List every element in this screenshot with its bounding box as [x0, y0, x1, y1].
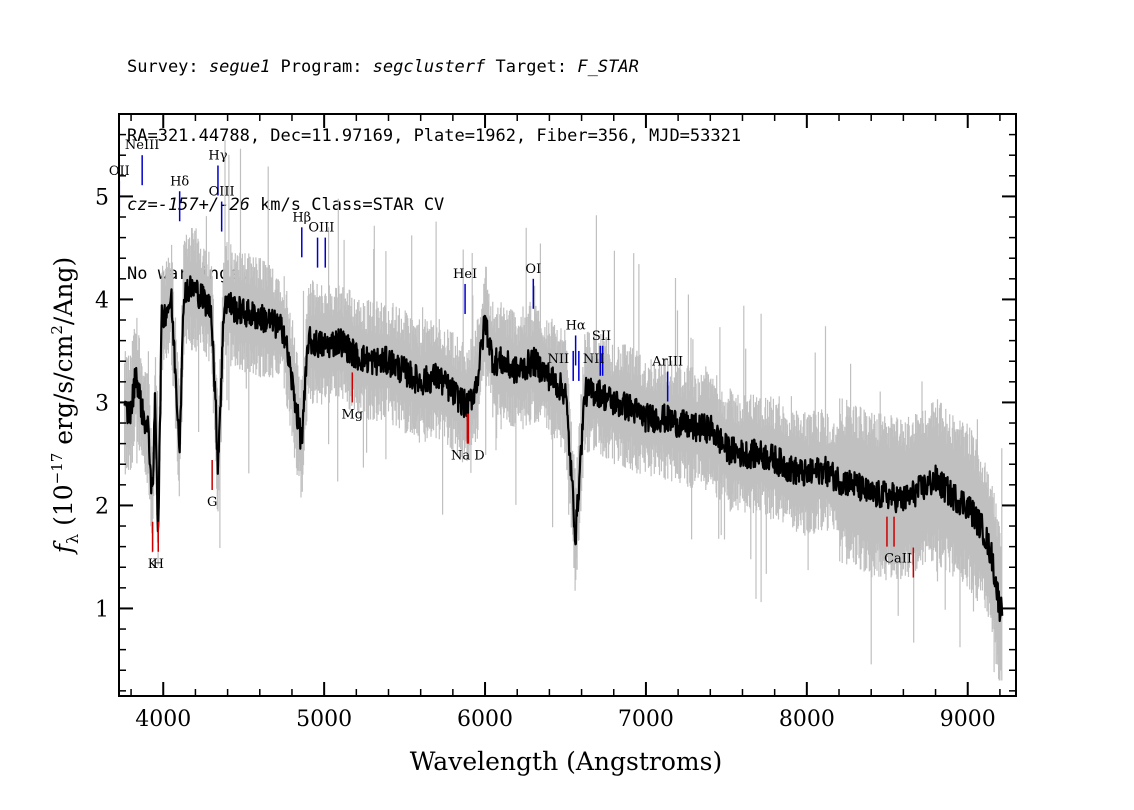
class-text: km/s Class=STAR CV — [249, 195, 445, 215]
y-tick-label: 3 — [95, 391, 109, 416]
spectral-line-label: Mg — [341, 407, 363, 422]
y-tick-label: 1 — [95, 597, 109, 622]
flux-error-band — [124, 139, 1003, 681]
y-tick-label: 2 — [95, 494, 109, 519]
spectral-line-label: NII — [548, 352, 570, 367]
cz-value: cz=-157+/-26 — [127, 195, 250, 215]
x-tick-label: 5000 — [296, 707, 352, 732]
spectral-line-label: Hβ — [292, 210, 311, 225]
spectral-line-label: G — [207, 495, 217, 510]
y-axis-label-exp1: −17 — [48, 453, 66, 485]
spectral-line-label: Hα — [566, 318, 586, 333]
survey-label: Survey: — [127, 57, 209, 77]
x-tick-label: 6000 — [457, 707, 513, 732]
spectrum-header: Survey: segue1 Program: segclusterf Targ… — [127, 10, 741, 309]
spectral-line-label: OI — [525, 262, 541, 277]
header-line-survey: Survey: segue1 Program: segclusterf Targ… — [127, 56, 741, 79]
axes-layer: 4000 5000 6000 7000 8000 9000 1 2 3 4 5 — [95, 113, 1017, 732]
spectral-line-label: CaII — [884, 552, 912, 567]
spectral-line-label: HeI — [453, 267, 477, 282]
spectral-line-label: Na D — [451, 449, 485, 464]
y-axis-label: fλ (10−17 erg/s/cm2/Ang) — [48, 257, 82, 556]
survey-value: segue1 — [208, 57, 271, 77]
x-tick-label: 9000 — [940, 707, 996, 732]
program-value: segclusterf — [372, 57, 486, 77]
spectral-line-label: OIII — [209, 185, 235, 200]
y-axis-label-exp2: 2 — [48, 325, 66, 335]
header-line-coordinates: RA=321.44788, Dec=11.97169, Plate=1962, … — [127, 126, 742, 146]
spectral-line-label: Hγ — [208, 149, 227, 164]
y-axis-label-mid: erg/s/cm — [49, 334, 78, 452]
y-axis-label-pre: (10 — [49, 484, 78, 534]
spectral-line-label: NII — [583, 352, 605, 367]
spectral-line-label: K — [148, 557, 158, 572]
x-tick-label: 8000 — [779, 707, 835, 732]
program-label: Program: — [270, 57, 373, 77]
y-tick-label: 5 — [95, 185, 109, 210]
y-tick-label: 4 — [95, 288, 109, 313]
plot-frame — [118, 113, 1017, 697]
spectral-line-label: ArIII — [651, 355, 683, 370]
y-axis-label-sub: λ — [63, 534, 82, 544]
header-line-redshift: cz=-157+/-26 km/s Class=STAR CV — [127, 194, 741, 217]
y-axis-label-post: /Ang) — [49, 257, 78, 325]
error-band-layer — [124, 139, 1003, 681]
target-value: F_STAR — [577, 57, 639, 77]
spectral-line-label: Hδ — [170, 174, 189, 189]
y-axis-label-f: f — [49, 540, 78, 555]
x-axis-label: Wavelength (Angstroms) — [410, 747, 722, 776]
spectral-line-label: NeIII — [125, 138, 159, 153]
spectral-line-label: H — [153, 557, 164, 572]
flux-series-line — [123, 275, 1004, 623]
flux-layer — [123, 275, 1004, 623]
spectral-line-label: SII — [592, 329, 611, 344]
spectral-line-label: OIII — [308, 221, 334, 236]
x-tick-label: 7000 — [618, 707, 674, 732]
target-label: Target: — [485, 57, 578, 77]
x-tick-label: 4000 — [135, 707, 191, 732]
